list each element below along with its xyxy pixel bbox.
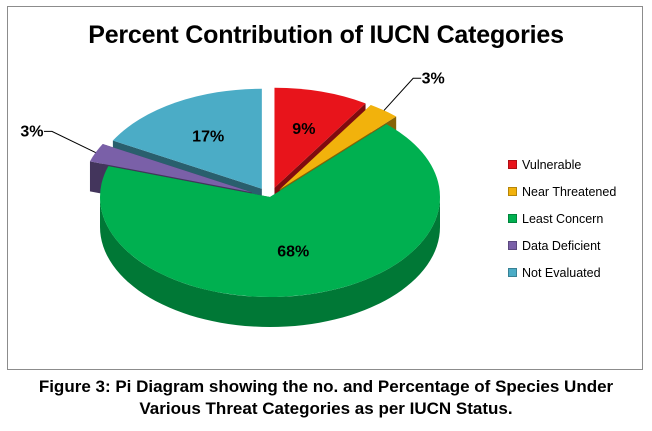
- legend-label-least-concern: Least Concern: [522, 211, 604, 226]
- caption-line-2: Various Threat Categories as per IUCN St…: [139, 399, 513, 418]
- legend-swatch-not-evaluated: [508, 268, 517, 277]
- data-label-vulnerable: 9%: [292, 121, 315, 138]
- slice-data-deficient: [89, 144, 252, 193]
- legend-item-vulnerable: Vulnerable: [508, 151, 616, 178]
- slice-vulnerable: [274, 87, 366, 188]
- caption-line-1: Figure 3: Pi Diagram showing the no. and…: [38, 377, 614, 396]
- legend-label-data-deficient: Data Deficient: [522, 238, 601, 253]
- slice-not-evaluated: [112, 88, 262, 189]
- legend-label-vulnerable: Vulnerable: [522, 157, 582, 172]
- slice-least-concern: [99, 124, 441, 297]
- legend-label-near-threatened: Near Threatened: [522, 184, 617, 199]
- pie-chart: 9% 3% 68% 3% 17%: [20, 70, 445, 327]
- chart-frame: Percent Contribution of IUCN Categories …: [7, 6, 643, 370]
- legend-item-data-deficient: Data Deficient: [508, 232, 616, 259]
- legend-item-near-threatened: Near Threatened: [508, 178, 616, 205]
- legend-item-not-evaluated: Not Evaluated: [508, 259, 616, 286]
- legend-swatch-vulnerable: [508, 160, 517, 169]
- legend-swatch-least-concern: [508, 214, 517, 223]
- data-label-not-evaluated: 17%: [192, 128, 224, 145]
- slice-side-least-concern: [100, 197, 440, 327]
- data-label-near-threatened: 3%: [422, 70, 445, 87]
- legend-swatch-data-deficient: [508, 241, 517, 250]
- slice-near-threatened: [279, 104, 397, 190]
- chart-legend: Vulnerable Near Threatened Least Concern Da…: [508, 151, 616, 286]
- leader-line-near-threatened: [383, 77, 422, 111]
- data-label-least-concern: 68%: [277, 243, 309, 260]
- chart-title: Percent Contribution of IUCN Categories: [88, 21, 564, 49]
- leader-line-data-deficient: [43, 130, 96, 153]
- figure-caption: Figure 3: Pi Diagram showing the no. and…: [0, 376, 652, 420]
- legend-item-least-concern: Least Concern: [508, 205, 616, 232]
- data-label-data-deficient: 3%: [20, 123, 43, 140]
- legend-label-not-evaluated: Not Evaluated: [522, 265, 601, 280]
- legend-swatch-near-threatened: [508, 187, 517, 196]
